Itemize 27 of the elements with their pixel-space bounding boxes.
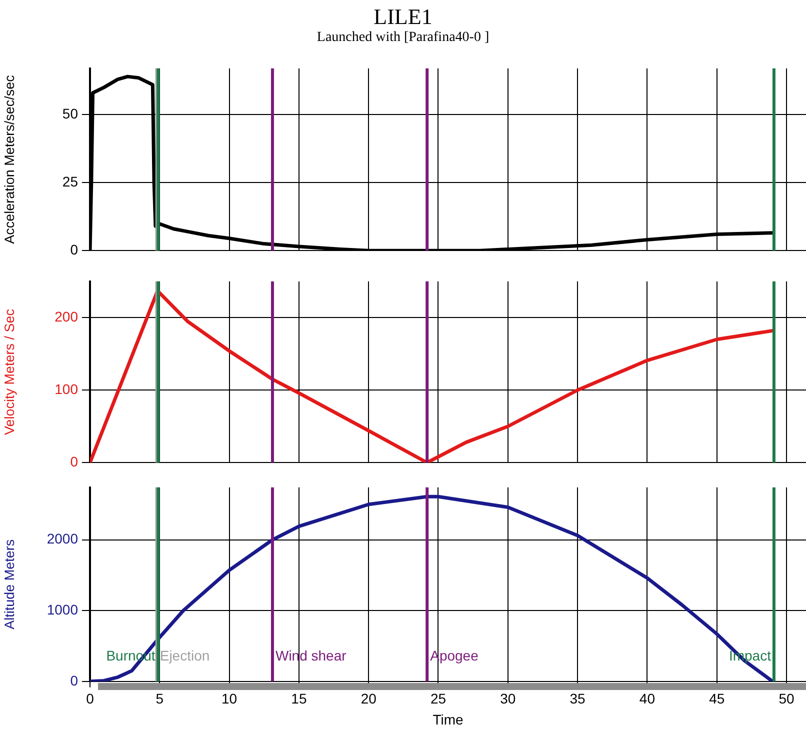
y-tick-label: 0 [70, 453, 78, 470]
x-tick-label: 15 [291, 690, 307, 707]
x-tick-label: 10 [222, 690, 238, 707]
x-tick-label: 20 [360, 690, 377, 707]
x-tick-label: 35 [570, 690, 586, 707]
y-axis-title: Acceleration Meters/sec/sec [2, 74, 17, 244]
y-tick-label: 2000 [46, 530, 78, 547]
x-tick-label: 25 [430, 690, 446, 707]
x-tick-label: 0 [86, 690, 94, 707]
y-tick-label: 0 [70, 241, 78, 258]
y-tick-label: 25 [62, 173, 78, 190]
y-tick-label: 50 [62, 105, 78, 122]
y-tick-label: 0 [70, 672, 78, 688]
y-tick-label: 200 [54, 308, 78, 324]
x-tick-label: 5 [156, 690, 164, 707]
y-tick-label: 100 [54, 380, 78, 397]
y-axis-title: Altitude Meters [2, 539, 17, 630]
x-tick-label: 50 [778, 690, 794, 707]
x-axis-title: Time [432, 711, 464, 728]
ref-line-label: Ejection [160, 647, 210, 664]
chart-title: LILE1 [372, 3, 434, 30]
x-tick-label: 45 [709, 690, 725, 707]
y-tick-label: 1000 [46, 601, 78, 618]
chart-subtitle: Launched with [Parafina40-0 ] [316, 30, 490, 46]
x-tick-label: 40 [639, 690, 656, 707]
x-tick-label: 30 [500, 690, 516, 707]
y-axis-title: Velocity Meters / Sec [2, 308, 17, 436]
